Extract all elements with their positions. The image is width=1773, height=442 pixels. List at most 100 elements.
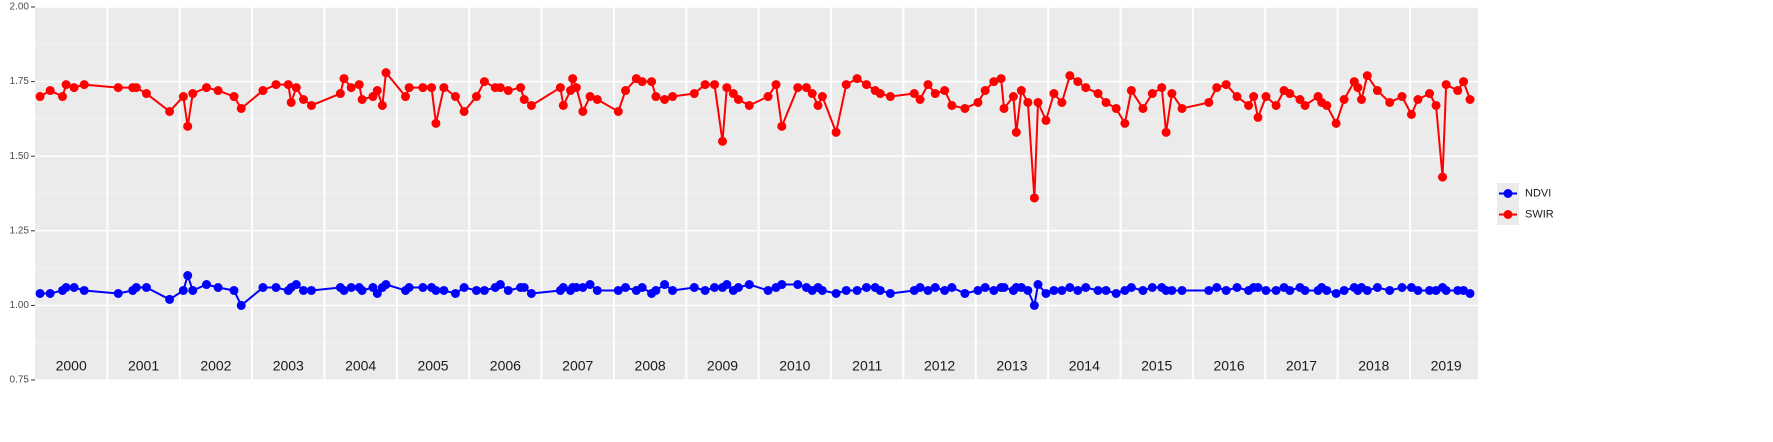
data-point (1041, 288, 1051, 298)
data-point (613, 106, 623, 116)
data-point (1221, 285, 1231, 295)
data-point (973, 97, 983, 107)
data-point (1362, 71, 1372, 81)
data-point (431, 118, 441, 128)
data-point (526, 100, 536, 110)
data-point (1295, 95, 1305, 105)
data-point (298, 285, 308, 295)
data-point (69, 282, 79, 292)
data-point (404, 282, 414, 292)
data-point (188, 89, 198, 99)
data-point (61, 282, 71, 292)
data-point (744, 280, 754, 290)
data-point (733, 95, 743, 105)
data-point (516, 83, 526, 93)
data-point (183, 271, 193, 281)
data-point (381, 68, 391, 78)
data-point (578, 106, 588, 116)
data-point (1138, 103, 1148, 113)
data-point (733, 282, 743, 292)
data-point (35, 92, 45, 102)
x-tick-label: 2008 (635, 358, 666, 374)
data-point (202, 83, 212, 93)
data-point (1081, 83, 1091, 93)
data-point (1331, 288, 1341, 298)
data-point (1177, 103, 1187, 113)
data-point (1425, 89, 1435, 99)
data-point (459, 106, 469, 116)
x-tick-label: 2002 (200, 358, 231, 374)
data-point (283, 80, 293, 90)
data-point (229, 92, 239, 102)
y-tick-label: 0.75 (10, 375, 30, 386)
data-point (1033, 97, 1043, 107)
data-point (817, 92, 827, 102)
data-point (710, 282, 720, 292)
data-point (777, 280, 787, 290)
data-point (401, 92, 411, 102)
data-point (1244, 100, 1254, 110)
data-point (637, 77, 647, 87)
data-point (817, 285, 827, 295)
data-point (1221, 80, 1231, 90)
data-point (801, 83, 811, 93)
data-point (651, 92, 661, 102)
data-point (1029, 300, 1039, 310)
data-point (852, 74, 862, 84)
data-point (1271, 285, 1281, 295)
data-point (668, 92, 678, 102)
data-point (875, 285, 885, 295)
data-point (1008, 92, 1018, 102)
data-point (1016, 86, 1026, 96)
data-point (1065, 71, 1075, 81)
data-point (722, 280, 732, 290)
data-point (141, 89, 151, 99)
data-point (621, 86, 631, 96)
data-point (450, 92, 460, 102)
data-point (213, 282, 223, 292)
data-point (1204, 97, 1214, 107)
data-point (613, 285, 623, 295)
data-point (947, 100, 957, 110)
data-point (578, 282, 588, 292)
data-point (357, 285, 367, 295)
data-point (1339, 95, 1349, 105)
data-point (495, 83, 505, 93)
data-point (79, 285, 89, 295)
data-point (700, 285, 710, 295)
x-tick-label: 2017 (1286, 358, 1317, 374)
x-tick-label: 2012 (924, 358, 955, 374)
data-point (1023, 97, 1033, 107)
data-point (57, 92, 67, 102)
data-point (1385, 97, 1395, 107)
data-point (1465, 288, 1475, 298)
data-point (418, 83, 428, 93)
data-point (357, 95, 367, 105)
legend-key-point (1503, 210, 1513, 219)
data-point (1057, 97, 1067, 107)
data-point (427, 83, 437, 93)
data-point (1167, 285, 1177, 295)
data-point (346, 83, 356, 93)
x-tick-label: 2005 (417, 358, 448, 374)
data-point (1285, 285, 1295, 295)
data-point (1372, 282, 1382, 292)
data-point (236, 300, 246, 310)
data-point (1261, 92, 1271, 102)
data-point (923, 80, 933, 90)
data-point (1431, 100, 1441, 110)
data-point (989, 77, 999, 87)
data-point (831, 127, 841, 137)
data-point (113, 288, 123, 298)
data-point (1049, 285, 1059, 295)
data-point (1023, 285, 1033, 295)
data-point (558, 282, 568, 292)
data-point (558, 100, 568, 110)
data-point (1011, 127, 1021, 137)
data-point (165, 106, 175, 116)
data-point (377, 100, 387, 110)
data-point (178, 285, 188, 295)
data-point (592, 285, 602, 295)
data-point (459, 282, 469, 292)
